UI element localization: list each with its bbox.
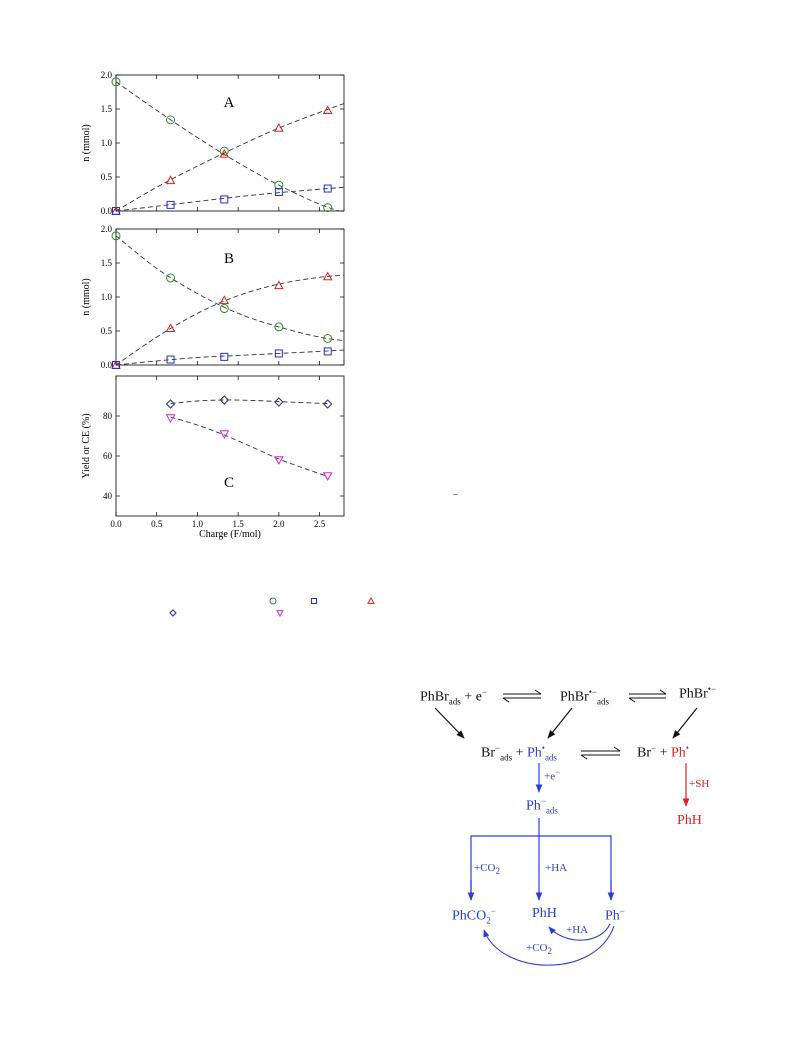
data-point-triangle	[165, 175, 176, 185]
data-point-circle	[219, 146, 229, 156]
equilibrium-2-bottom-barb	[628, 697, 636, 703]
branch-bracket	[470, 835, 612, 900]
equilibrium-1-top-barb	[534, 689, 542, 695]
equilibrium-1-bottom-barb	[502, 697, 510, 703]
fit-curve	[170, 416, 328, 477]
y-tick-label: 1.5	[101, 258, 113, 268]
y-tick-label: 2.0	[101, 70, 113, 80]
data-point-triangle	[322, 271, 333, 281]
data-point-triangle	[219, 295, 230, 305]
panel-label: B	[224, 251, 234, 267]
y-tick-label: 80	[103, 411, 113, 421]
data-point-square	[166, 200, 175, 209]
data-point-square	[220, 352, 229, 361]
panel-label: A	[224, 95, 235, 111]
x-tick-label: 1.0	[192, 519, 204, 529]
y-axis-label: n (mmol)	[81, 278, 92, 316]
y-tick-label: 0.0	[101, 360, 113, 370]
data-point-triangle	[274, 280, 284, 290]
reaction-scheme-arrows	[434, 689, 698, 966]
fit-curve	[116, 235, 344, 341]
y-tick-label: 0.5	[101, 326, 113, 336]
data-point-circle	[274, 180, 284, 190]
equilibrium-2-top-barb	[659, 689, 667, 695]
data-point-triangle	[219, 148, 230, 158]
data-point-diamond	[169, 609, 177, 617]
arrow-to-ph-ads	[547, 707, 573, 739]
fit-curve	[116, 103, 344, 211]
data-point-triangle	[322, 105, 333, 115]
data-point-triangle-down	[322, 472, 333, 482]
equilibrium-3-top-barb	[613, 746, 621, 752]
y-axis-label: Yield or CE (%)	[81, 413, 92, 478]
data-point-triangle-down	[219, 430, 230, 440]
curve-co2	[483, 925, 615, 966]
x-tick-label: 2.0	[273, 519, 285, 529]
y-axis-label: n (mmol)	[81, 124, 92, 162]
data-point-square	[323, 184, 332, 193]
x-tick-label: 0.5	[151, 519, 163, 529]
y-tick-label: 1.0	[101, 292, 113, 302]
arrow-to-br-ads	[434, 707, 465, 739]
fit-curve	[116, 274, 344, 365]
data-point-triangle-down	[165, 414, 176, 424]
fit-curve	[170, 399, 328, 405]
data-point-triangle	[367, 596, 375, 604]
x-axis-label: Charge (F/mol)	[199, 529, 261, 540]
data-point-circle	[323, 333, 333, 343]
data-point-diamond	[323, 399, 333, 409]
data-point-square	[112, 207, 120, 215]
panel-b: 0.0 0.5 1.0 1.5 2.0 n (mmol) B	[81, 224, 345, 370]
fit-curve	[116, 81, 342, 211]
data-point-triangle-down	[274, 456, 284, 466]
plot-frame	[115, 228, 345, 366]
panel-c: 40 60 80 0.0 0.5 1.0 1.5 2.0 2.5 Yield or CE (%) C	[81, 375, 345, 529]
data-point-circle	[111, 77, 121, 87]
y-tick-label: 1.5	[101, 104, 113, 114]
fit-curve	[116, 186, 344, 211]
data-point-circle	[323, 203, 333, 213]
data-point-circle	[111, 231, 121, 241]
equilibrium-3-bottom-barb	[580, 754, 588, 760]
data-point-triangle	[274, 123, 284, 132]
arrow-to-br-ph	[672, 707, 698, 739]
y-tick-label: 60	[103, 451, 113, 461]
fit-curve	[116, 349, 344, 365]
data-point-diamond	[219, 395, 230, 405]
plot-frame	[115, 375, 345, 517]
data-point-square	[311, 598, 317, 604]
curve-ha	[548, 923, 611, 941]
stray-dash: –	[452, 489, 458, 499]
y-tick-label: 40	[103, 491, 113, 501]
panel-a: 0.0 0.5 1.0 1.5 2.0 n (mmol) A	[81, 70, 345, 216]
data-point-triangle-down	[276, 610, 284, 618]
data-point-square	[166, 355, 175, 364]
data-point-circle	[274, 322, 284, 332]
data-point-diamond	[165, 399, 176, 409]
legend-markers	[169, 596, 375, 618]
data-point-circle	[269, 597, 277, 605]
x-tick-label: 0.0	[110, 519, 122, 529]
data-point-circle	[166, 115, 176, 125]
panel-label: C	[224, 475, 234, 491]
data-point-triangle	[165, 323, 176, 332]
y-tick-label: 0.5	[101, 172, 113, 182]
data-point-square	[220, 195, 229, 204]
data-point-circle	[166, 273, 176, 283]
data-point-square	[274, 349, 283, 358]
x-tick-label: 1.5	[233, 519, 245, 529]
y-tick-label: 0.0	[101, 206, 113, 216]
data-point-circle	[219, 304, 229, 314]
data-point-square	[323, 347, 332, 356]
y-tick-label: 1.0	[101, 138, 113, 148]
data-point-square	[112, 361, 120, 369]
data-point-diamond	[274, 397, 284, 407]
x-tick-label: 2.5	[314, 519, 326, 529]
data-point-square	[274, 187, 283, 196]
y-tick-label: 2.0	[101, 224, 113, 234]
